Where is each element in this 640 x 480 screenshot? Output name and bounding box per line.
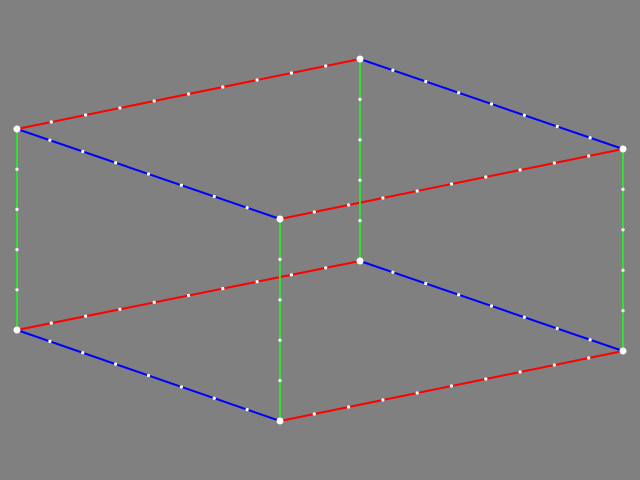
edge-tick [587, 154, 591, 158]
edge-tick [489, 102, 494, 106]
edge-tick [118, 307, 122, 311]
edge-tick [212, 194, 216, 199]
edge-tick [588, 338, 592, 342]
vertex [619, 347, 627, 355]
edge-tick [312, 210, 316, 214]
vertex [13, 326, 21, 334]
vertex [276, 215, 284, 223]
edge-tick [114, 161, 118, 165]
edge-tick [48, 138, 52, 142]
edge-tick [415, 391, 419, 395]
edge-tick [424, 79, 428, 84]
edge-tick [84, 314, 88, 318]
edge-tick [278, 338, 282, 342]
edge-tick [484, 377, 488, 381]
edge-tick [358, 138, 362, 142]
edge-tick [621, 187, 625, 191]
edge-tick [49, 321, 53, 325]
edge-tick [358, 178, 362, 182]
edge-tick [48, 339, 52, 343]
edge-tick [312, 412, 316, 416]
edge-tick [391, 270, 395, 274]
edge-tick [179, 385, 183, 389]
edge-tick [114, 362, 118, 366]
edge-tick [15, 167, 19, 171]
edge-tick [415, 189, 419, 193]
edge-tick [552, 161, 557, 165]
edge-tick [255, 78, 259, 82]
edge-tick [621, 309, 625, 313]
edge-tick [324, 266, 328, 270]
edge-tick [391, 68, 395, 72]
vertex [619, 145, 627, 153]
edge-tick [152, 300, 156, 304]
edge-tick [358, 219, 362, 223]
edge-tick [522, 113, 526, 117]
edge-tick [457, 91, 461, 95]
edge-tick [588, 136, 592, 140]
edge-tick [15, 207, 19, 211]
edge-tick [484, 175, 488, 179]
edge-tick [621, 228, 625, 232]
edge-tick [84, 113, 88, 117]
edge-tick [489, 304, 494, 308]
edge-tick [221, 85, 225, 89]
edge-tick [179, 183, 183, 187]
vertex [356, 257, 364, 265]
edge-tick [278, 298, 282, 302]
edge-tick [555, 326, 559, 331]
edge-tick [381, 196, 385, 200]
edge-tick [146, 373, 151, 378]
edge-tick [15, 288, 19, 292]
edge-tick [289, 71, 293, 75]
edge-tick [424, 281, 428, 286]
edge-tick [518, 370, 522, 374]
edge-tick [49, 120, 53, 124]
edge-tick [146, 172, 151, 176]
edge-tick [81, 351, 85, 355]
vertex [13, 125, 21, 133]
edge-tick [457, 293, 461, 297]
edge-tick [552, 363, 557, 367]
vertex [356, 55, 364, 63]
edge-tick [522, 315, 526, 319]
edge-tick [449, 384, 454, 388]
edge-tick [347, 405, 351, 409]
edge-tick [255, 280, 259, 284]
edge-tick [212, 396, 216, 400]
edge-tick [621, 268, 625, 272]
edge-tick [221, 287, 225, 291]
edge-tick [358, 97, 362, 101]
edge-tick [324, 64, 328, 68]
edge-tick [278, 379, 282, 383]
edge-tick [152, 99, 156, 103]
edge-tick [186, 92, 191, 96]
edge-tick [449, 182, 454, 186]
edge-tick [118, 106, 122, 110]
edge-tick [245, 408, 249, 412]
vertex [276, 417, 284, 425]
edge-tick [81, 149, 85, 154]
edge-tick [518, 168, 522, 172]
edge-tick [289, 273, 293, 277]
edge-tick [186, 293, 191, 298]
edge-tick [245, 206, 249, 210]
edge-tick [347, 203, 351, 207]
edge-tick [278, 257, 282, 261]
edge-tick [15, 248, 19, 252]
edge-tick [555, 124, 559, 129]
edge-tick [587, 356, 591, 360]
edge-tick [381, 398, 385, 402]
